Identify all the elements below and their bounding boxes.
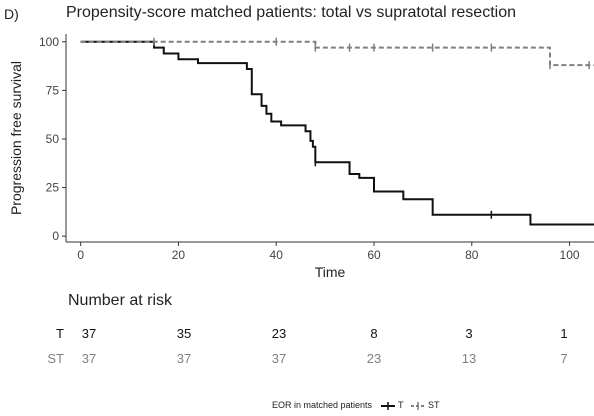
risk-count: 3 — [465, 326, 473, 341]
legend-key-st — [411, 402, 425, 410]
risk-count: 23 — [366, 351, 382, 366]
x-tick-label: 100 — [560, 248, 580, 262]
risk-count: 35 — [176, 326, 192, 341]
risk-count: 37 — [176, 351, 192, 366]
risk-count: 23 — [271, 326, 287, 341]
x-tick-label: 40 — [270, 248, 284, 262]
risk-count: 37 — [271, 351, 287, 366]
risk-group-label: ST — [47, 351, 64, 366]
y-axis-label: Progression free survival — [8, 60, 24, 216]
risk-group-label: T — [56, 326, 64, 341]
legend-label-t: T — [398, 400, 404, 410]
risk-row-st: ST 37 37 37 23 13 7 — [0, 351, 594, 369]
legend-title: EOR in matched patients — [272, 400, 373, 410]
y-tick-label: 50 — [46, 132, 60, 146]
risk-table-title: Number at risk — [68, 292, 173, 309]
series-st-curve — [80, 40, 594, 67]
y-tick-label: 100 — [39, 35, 59, 49]
risk-count: 8 — [370, 326, 378, 341]
risk-count: 37 — [81, 326, 97, 341]
x-tick-label: 60 — [367, 248, 381, 262]
x-axis-label: Time — [314, 264, 346, 280]
x-tick-label: 0 — [77, 248, 84, 262]
x-tick-label: 80 — [465, 248, 479, 262]
series-t-curve — [80, 40, 594, 226]
y-tick-label: 0 — [52, 229, 59, 243]
legend: EOR in matched patients T ST — [0, 400, 594, 414]
risk-row-t: T 37 35 23 8 3 1 — [0, 326, 594, 344]
panel-label: D) — [4, 6, 19, 22]
y-tick-label: 25 — [46, 181, 60, 195]
risk-count: 1 — [560, 326, 568, 341]
x-tick-label: 20 — [172, 248, 186, 262]
y-tick-label: 75 — [46, 83, 60, 97]
risk-count: 37 — [81, 351, 97, 366]
risk-count: 7 — [560, 351, 568, 366]
legend-label-st: ST — [428, 400, 440, 410]
legend-key-t — [381, 402, 395, 410]
chart-title: Propensity-score matched patients: total… — [66, 4, 516, 21]
km-plot: 0 25 50 75 100 0 20 40 60 80 100 — [39, 34, 594, 262]
risk-count: 13 — [461, 351, 477, 366]
